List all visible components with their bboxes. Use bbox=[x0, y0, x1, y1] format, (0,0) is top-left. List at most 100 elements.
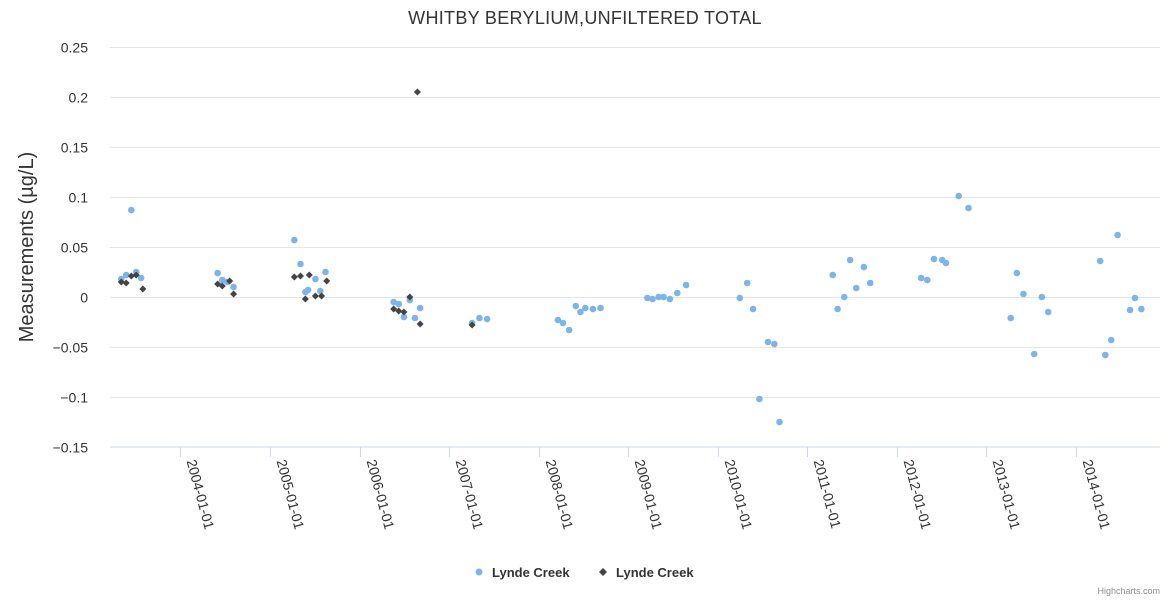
data-point-circle[interactable] bbox=[644, 294, 651, 302]
data-point-circle[interactable] bbox=[660, 293, 667, 301]
y-axis-label: Measurements (µg/L) bbox=[16, 152, 38, 342]
legend-item-1[interactable]: Lynde Creek bbox=[475, 565, 571, 580]
data-point-circle[interactable] bbox=[846, 256, 854, 264]
data-point-circle[interactable] bbox=[565, 326, 573, 334]
data-point-circle[interactable] bbox=[1044, 308, 1052, 316]
x-tick-label: 2014-01-01 bbox=[1080, 458, 1114, 532]
data-point-circle[interactable] bbox=[1102, 351, 1109, 359]
data-point-diamond[interactable] bbox=[395, 307, 403, 315]
data-point-circle[interactable] bbox=[917, 274, 925, 282]
data-point-circle[interactable] bbox=[1096, 257, 1104, 265]
data-point-circle[interactable] bbox=[589, 305, 597, 313]
data-point-diamond[interactable] bbox=[301, 295, 309, 303]
data-point-circle[interactable] bbox=[554, 316, 562, 324]
data-point-circle[interactable] bbox=[955, 192, 963, 200]
data-point-circle[interactable] bbox=[1126, 306, 1134, 314]
data-point-circle[interactable] bbox=[666, 295, 674, 303]
data-point-circle[interactable] bbox=[736, 294, 744, 302]
data-point-circle[interactable] bbox=[483, 315, 491, 323]
data-point-circle[interactable] bbox=[749, 305, 757, 313]
data-point-circle[interactable] bbox=[317, 287, 324, 295]
data-point-circle[interactable] bbox=[304, 286, 312, 294]
data-point-diamond[interactable] bbox=[318, 292, 326, 300]
data-point-circle[interactable] bbox=[834, 305, 841, 313]
data-point-circle[interactable] bbox=[866, 279, 874, 287]
data-point-circle[interactable] bbox=[597, 304, 604, 312]
data-point-circle[interactable] bbox=[230, 283, 237, 291]
data-point-diamond[interactable] bbox=[132, 271, 140, 279]
data-point-circle[interactable] bbox=[930, 255, 938, 263]
data-point-diamond[interactable] bbox=[226, 277, 234, 285]
data-point-diamond[interactable] bbox=[400, 308, 408, 316]
data-point-circle[interactable] bbox=[128, 206, 135, 214]
data-point-diamond[interactable] bbox=[323, 277, 331, 285]
data-point-diamond[interactable] bbox=[311, 292, 319, 300]
data-point-circle[interactable] bbox=[322, 268, 329, 276]
data-point-diamond[interactable] bbox=[127, 272, 135, 280]
x-tick-label: 2007-01-01 bbox=[453, 458, 487, 532]
credit-link[interactable]: Highcharts.com bbox=[1097, 586, 1160, 596]
data-point-circle[interactable] bbox=[852, 284, 860, 292]
data-point-circle[interactable] bbox=[924, 276, 931, 284]
data-point-circle[interactable] bbox=[965, 204, 972, 212]
data-point-diamond[interactable] bbox=[296, 272, 304, 280]
data-point-diamond[interactable] bbox=[230, 290, 238, 298]
data-point-circle[interactable] bbox=[390, 298, 397, 306]
data-point-circle[interactable] bbox=[297, 260, 304, 268]
data-point-diamond[interactable] bbox=[305, 271, 313, 279]
data-point-circle[interactable] bbox=[1030, 350, 1038, 358]
data-point-circle[interactable] bbox=[840, 293, 848, 301]
data-point-diamond[interactable] bbox=[117, 278, 125, 286]
data-point-circle[interactable] bbox=[829, 271, 837, 279]
data-point-circle[interactable] bbox=[312, 275, 319, 283]
data-point-diamond[interactable] bbox=[390, 305, 398, 313]
data-point-circle[interactable] bbox=[1007, 314, 1015, 322]
data-point-circle[interactable] bbox=[649, 295, 656, 303]
data-point-circle[interactable] bbox=[860, 263, 868, 271]
data-point-circle[interactable] bbox=[942, 259, 950, 267]
data-point-diamond[interactable] bbox=[413, 88, 421, 96]
data-point-circle[interactable] bbox=[137, 274, 145, 282]
data-point-circle[interactable] bbox=[764, 338, 772, 346]
data-point-circle[interactable] bbox=[756, 395, 763, 403]
data-point-circle[interactable] bbox=[673, 289, 681, 297]
data-point-circle[interactable] bbox=[577, 308, 584, 316]
x-tick-label: 2012-01-01 bbox=[901, 458, 935, 532]
data-point-circle[interactable] bbox=[743, 279, 751, 287]
y-tick-label: 0.1 bbox=[69, 190, 89, 206]
y-tick-label: 0 bbox=[80, 290, 88, 306]
data-point-diamond[interactable] bbox=[290, 273, 298, 281]
data-point-circle[interactable] bbox=[395, 300, 403, 308]
data-point-circle[interactable] bbox=[416, 304, 424, 312]
legend-circle-marker bbox=[475, 568, 483, 576]
data-point-circle[interactable] bbox=[476, 314, 483, 322]
data-point-circle[interactable] bbox=[1114, 231, 1121, 239]
data-point-diamond[interactable] bbox=[139, 285, 147, 293]
data-point-circle[interactable] bbox=[1020, 290, 1027, 298]
y-tick-label: 0.2 bbox=[69, 90, 89, 106]
data-point-circle[interactable] bbox=[400, 313, 408, 321]
data-point-diamond[interactable] bbox=[122, 279, 130, 287]
data-point-circle[interactable] bbox=[655, 293, 662, 301]
data-point-circle[interactable] bbox=[411, 314, 419, 322]
data-point-circle[interactable] bbox=[1038, 293, 1046, 301]
data-point-circle[interactable] bbox=[1107, 336, 1115, 344]
data-point-circle[interactable] bbox=[572, 302, 580, 310]
legend-item-2[interactable]: Lynde Creek bbox=[599, 565, 694, 580]
data-point-circle[interactable] bbox=[214, 269, 221, 277]
data-point-circle[interactable] bbox=[776, 418, 783, 426]
data-point-circle[interactable] bbox=[1013, 269, 1021, 277]
data-point-circle[interactable] bbox=[559, 319, 567, 327]
data-point-circle[interactable] bbox=[1138, 305, 1145, 313]
data-point-circle[interactable] bbox=[291, 236, 298, 244]
data-point-diamond[interactable] bbox=[406, 293, 414, 301]
data-point-circle[interactable] bbox=[1131, 294, 1139, 302]
y-tick-label: −0.05 bbox=[53, 340, 89, 356]
data-point-circle[interactable] bbox=[771, 340, 778, 348]
data-point-diamond[interactable] bbox=[218, 282, 226, 290]
data-point-circle[interactable] bbox=[582, 304, 589, 312]
data-point-diamond[interactable] bbox=[416, 320, 424, 328]
data-point-diamond[interactable] bbox=[468, 321, 476, 329]
data-point-circle[interactable] bbox=[122, 271, 130, 279]
data-point-circle[interactable] bbox=[682, 281, 690, 289]
